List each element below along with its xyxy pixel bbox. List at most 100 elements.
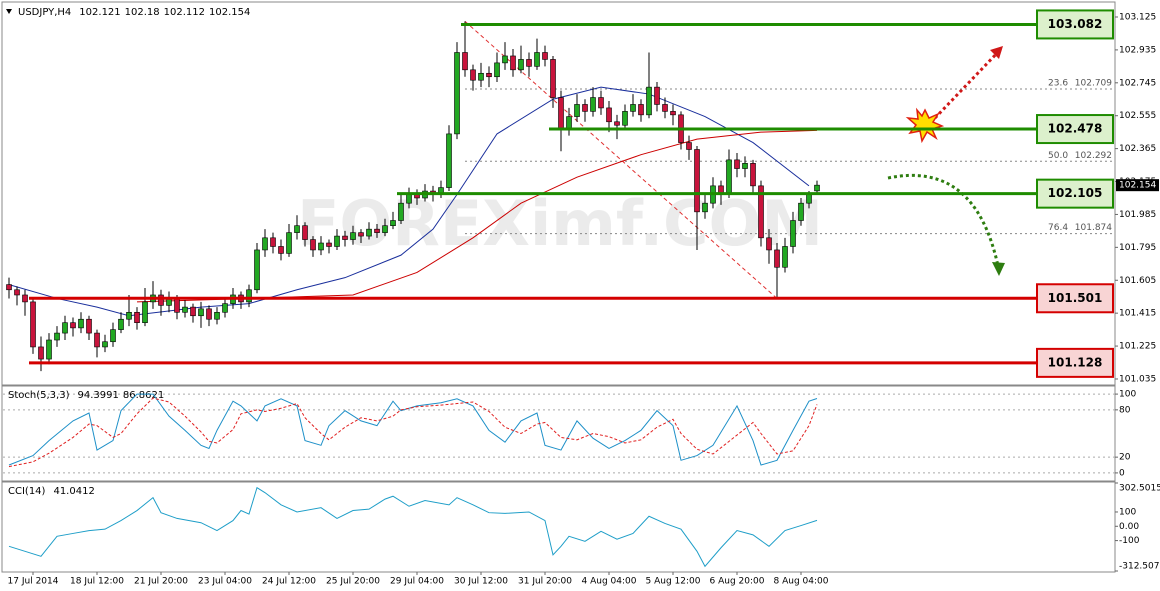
candle-body: [790, 220, 796, 247]
candle-body: [294, 225, 300, 233]
level-label: 101.128: [1048, 355, 1103, 369]
fib-price: 101.874: [1075, 223, 1112, 233]
candle-body: [446, 133, 452, 188]
candle-body: [486, 72, 492, 78]
candle-body: [270, 237, 276, 247]
candle-body: [334, 235, 340, 247]
candle-body: [54, 332, 60, 341]
indicator-line: [8, 393, 818, 466]
level-box: [1036, 283, 1114, 314]
candle-body: [350, 232, 356, 240]
down-arrow: [887, 173, 1000, 267]
candle-body: [510, 55, 516, 71]
x-tick-label: 5 Aug 12:00: [646, 577, 701, 587]
candle-body: [382, 225, 388, 233]
fib-ratio: 50.0: [1048, 151, 1068, 161]
candle-body: [630, 104, 636, 112]
candle-body: [726, 159, 732, 195]
candle-body: [374, 228, 380, 233]
cci-panel-frame: [1, 481, 1116, 573]
candle-body: [766, 237, 772, 251]
level-label: 102.478: [1048, 122, 1103, 136]
candle-body: [670, 111, 676, 116]
current-price-label: 102.154: [1119, 181, 1156, 191]
candle-body: [94, 332, 100, 348]
y-tick-label: 102.555: [1119, 111, 1156, 121]
level-label: 101.501: [1048, 291, 1103, 305]
x-tick-label: 30 Jul 12:00: [454, 577, 508, 587]
x-tick-label: 21 Jul 20:00: [134, 577, 188, 587]
candle-body: [558, 97, 564, 130]
title-value: 102.121: [79, 7, 120, 18]
candle-body: [542, 52, 548, 60]
candle-body: [494, 62, 500, 78]
x-tick-label: 17 Jul 2014: [8, 577, 59, 587]
candle-body: [614, 121, 620, 126]
candle-body: [358, 232, 364, 237]
menu-triangle: [6, 9, 12, 14]
candle-body: [390, 220, 396, 226]
candle-body: [806, 194, 812, 204]
y-tick-label: 0: [1119, 468, 1125, 478]
candle-body: [526, 59, 532, 67]
candle-body: [742, 163, 748, 169]
y-tick-label: 101.795: [1119, 243, 1156, 253]
x-tick-label: 24 Jul 12:00: [262, 577, 316, 587]
x-tick-label: 31 Jul 20:00: [518, 577, 572, 587]
candle-body: [70, 322, 76, 329]
candle-body: [318, 242, 324, 251]
y-tick-label: 20: [1119, 453, 1131, 463]
candle-body: [758, 185, 764, 239]
panel-title: Stoch(5,3,3) 94.3991 86.8621: [8, 390, 164, 401]
stoch-panel-frame: [1, 385, 1116, 482]
candle-body: [574, 104, 580, 117]
candle-body: [478, 72, 484, 81]
candle-body: [702, 202, 708, 213]
title-text: Stoch(5,3,3): [8, 390, 70, 401]
candle-body: [182, 306, 188, 313]
candle-body: [14, 289, 20, 296]
y-tick-label: -312.5078: [1119, 562, 1160, 572]
x-tick-label: 23 Jul 04:00: [198, 577, 252, 587]
y-tick-label: 0.00: [1119, 522, 1139, 532]
candle-body: [782, 246, 788, 268]
indicator-line: [8, 397, 818, 468]
level-box: [1036, 9, 1114, 40]
candle-body: [342, 235, 348, 240]
candle-body: [206, 308, 212, 320]
burst-icon: [905, 107, 945, 144]
level-box: [1036, 347, 1114, 378]
candle-body: [86, 318, 92, 334]
candle-body: [398, 202, 404, 221]
level-box: [1036, 114, 1114, 145]
candle-body: [78, 318, 84, 329]
candle-body: [534, 52, 540, 67]
candle-body: [550, 59, 556, 98]
title-value: 94.3991: [77, 390, 118, 401]
x-tick-label: 6 Aug 20:00: [710, 577, 765, 587]
y-tick-label: 100: [1119, 390, 1136, 400]
title-text: CCI(14): [8, 486, 46, 497]
x-tick-label: 8 Aug 04:00: [774, 577, 829, 587]
candle-body: [606, 107, 612, 123]
candle-body: [198, 308, 204, 317]
y-tick-label: 101.225: [1119, 342, 1156, 352]
candle-body: [286, 232, 292, 254]
candle-body: [110, 329, 116, 343]
y-tick-label: 80: [1119, 405, 1131, 415]
candle-body: [326, 242, 332, 247]
y-tick-label: 102.745: [1119, 78, 1156, 88]
candle-body: [518, 59, 524, 71]
candle-body: [246, 289, 252, 303]
candle-body: [470, 69, 476, 81]
candle-body: [454, 52, 460, 135]
title-text: USDJPY,H4: [18, 7, 71, 18]
level-label: 103.082: [1048, 17, 1103, 31]
candle-body: [62, 322, 68, 334]
watermark: FOREXimf.COM: [297, 187, 823, 260]
candle-body: [582, 104, 588, 112]
candle-body: [126, 311, 132, 320]
candle-body: [662, 104, 668, 112]
